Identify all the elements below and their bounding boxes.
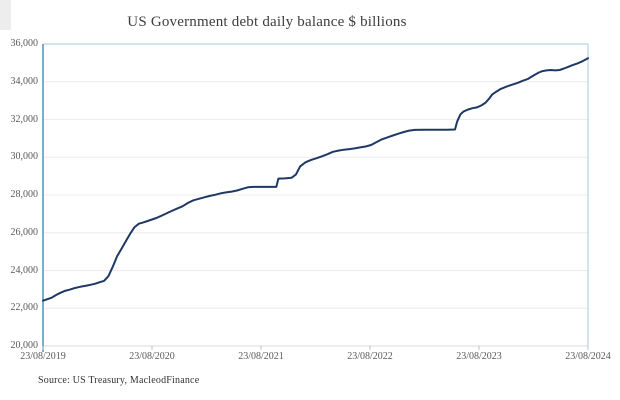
x-axis-tick-label: 23/08/2021 [238, 351, 284, 362]
screenshot-corner-artifact [0, 0, 11, 30]
y-axis-tick-label: 34,000 [10, 75, 39, 87]
y-axis-tick-label: 26,000 [10, 226, 39, 238]
x-axis-tick-label: 23/08/2023 [456, 351, 502, 362]
chart-title: US Government debt daily balance $ billi… [127, 14, 407, 30]
y-axis-tick-label: 22,000 [10, 302, 39, 314]
source-note: Source: US Treasury, MacleodFinance [38, 375, 200, 386]
x-axis-tick-label: 23/08/2022 [347, 351, 393, 362]
y-axis-tick-label: 24,000 [10, 264, 39, 276]
x-axis-tick-label: 23/08/2019 [20, 351, 66, 362]
debt-line-series [42, 57, 589, 302]
y-axis-tick-label: 30,000 [10, 151, 39, 163]
y-axis-tick-label: 20,000 [10, 340, 39, 351]
x-axis-tick-label: 23/08/2024 [565, 351, 611, 362]
y-axis-tick-label: 32,000 [10, 113, 39, 125]
x-axis-tick-label: 23/08/2020 [129, 351, 175, 362]
y-axis-tick-label: 28,000 [10, 189, 39, 200]
y-axis-tick-label: 36,000 [10, 38, 39, 49]
